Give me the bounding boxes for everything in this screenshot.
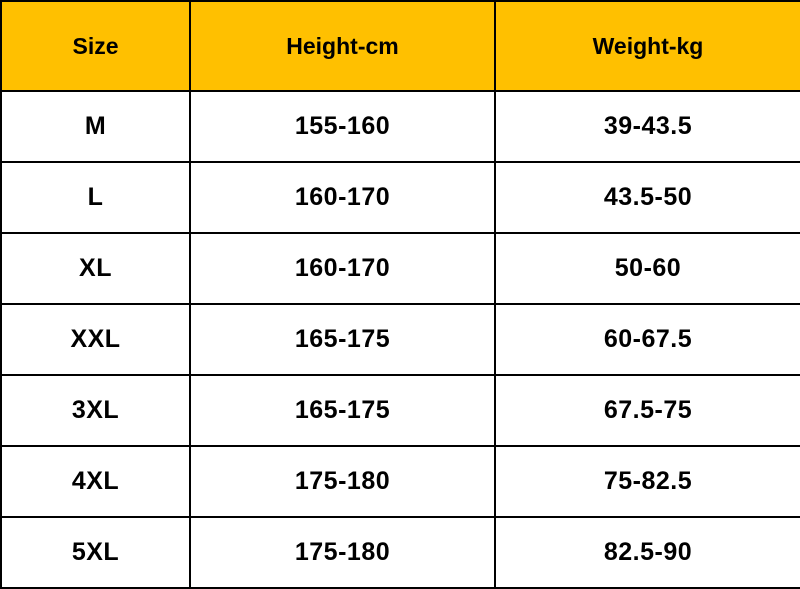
table-cell: 175-180 <box>189 516 496 589</box>
table-cell: XL <box>0 232 191 305</box>
table-cell: 155-160 <box>189 90 496 163</box>
table-cell: 165-175 <box>189 303 496 376</box>
header-cell: Height-cm <box>189 0 496 92</box>
table-row: L 160-170 43.5-50 <box>0 161 800 234</box>
table-cell: L <box>0 161 191 234</box>
table-cell: 50-60 <box>494 232 800 305</box>
table-row: 5XL 175-180 82.5-90 <box>0 516 800 589</box>
table-row: XXL 165-175 60-67.5 <box>0 303 800 376</box>
table-cell: XXL <box>0 303 191 376</box>
table-body: M 155-160 39-43.5 L 160-170 43.5-50 XL 160-170 5… <box>0 90 800 589</box>
table-cell: 43.5-50 <box>494 161 800 234</box>
header-cell: Weight-kg <box>494 0 800 92</box>
header-cell: Size <box>0 0 191 92</box>
table-cell: 4XL <box>0 445 191 518</box>
table-cell: 165-175 <box>189 374 496 447</box>
table-cell: 175-180 <box>189 445 496 518</box>
table-row: 3XL 165-175 67.5-75 <box>0 374 800 447</box>
table-cell: 5XL <box>0 516 191 589</box>
table-cell: 3XL <box>0 374 191 447</box>
table-cell: 160-170 <box>189 161 496 234</box>
table-row: 4XL 175-180 75-82.5 <box>0 445 800 518</box>
table-cell: 67.5-75 <box>494 374 800 447</box>
header-row: Size Height-cm Weight-kg <box>0 0 800 92</box>
table-row: XL 160-170 50-60 <box>0 232 800 305</box>
table-cell: 60-67.5 <box>494 303 800 376</box>
table-cell: 75-82.5 <box>494 445 800 518</box>
table-cell: 39-43.5 <box>494 90 800 163</box>
table-cell: M <box>0 90 191 163</box>
table-cell: 82.5-90 <box>494 516 800 589</box>
table-cell: 160-170 <box>189 232 496 305</box>
table-row: M 155-160 39-43.5 <box>0 90 800 163</box>
